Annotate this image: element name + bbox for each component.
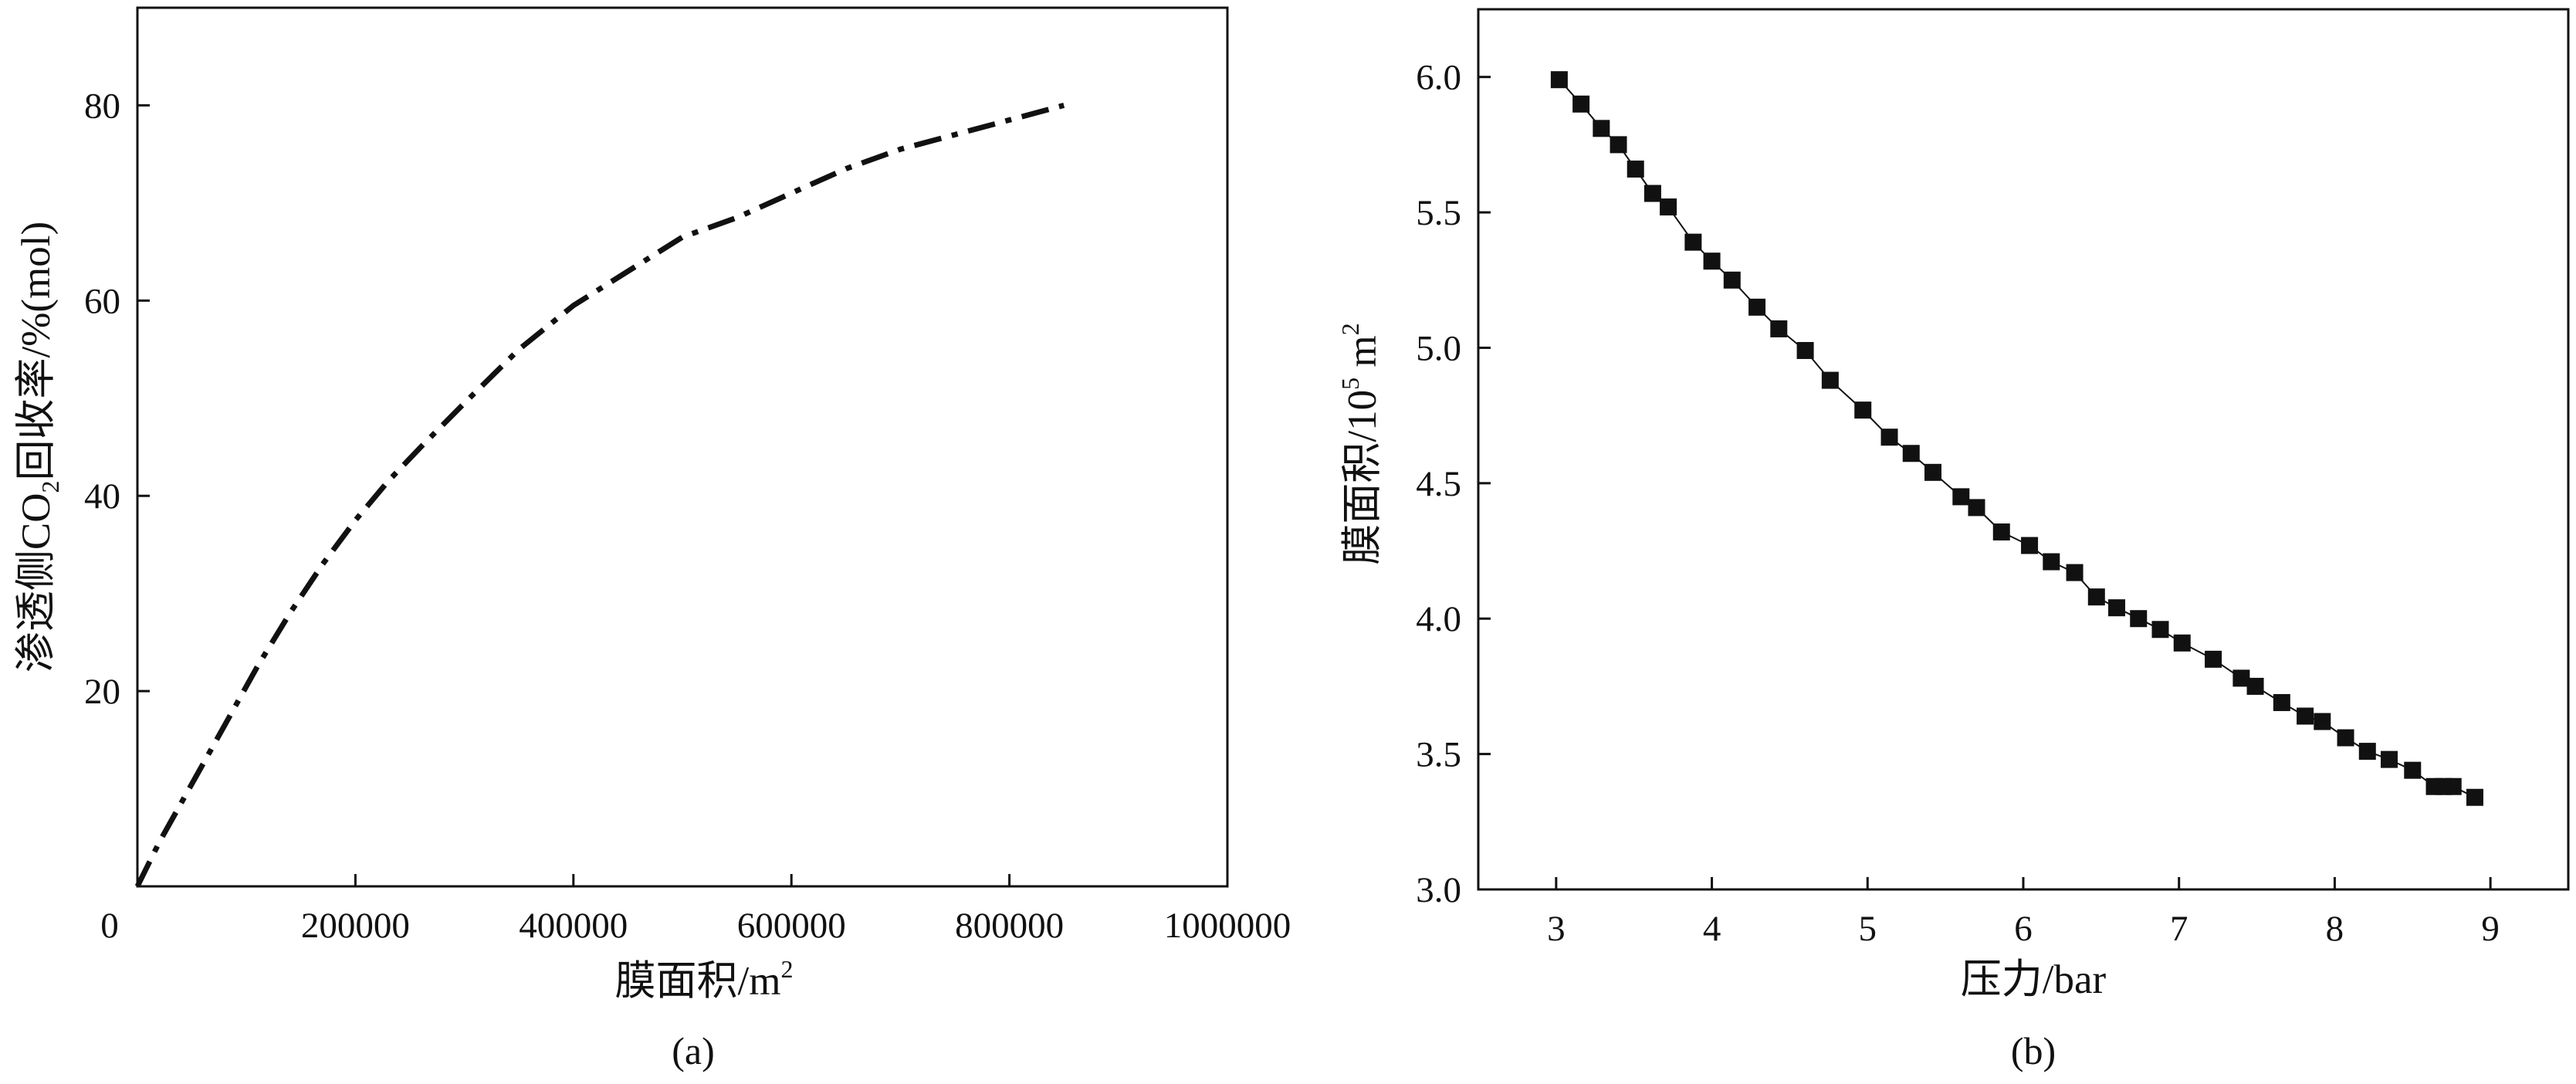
- panel-b-data-point: [2337, 729, 2354, 747]
- panel-b-series-line: [1559, 79, 2476, 798]
- panel-a-x-origin-label: 0: [100, 906, 119, 946]
- panel-b-data-point: [2444, 777, 2462, 795]
- panel-b-xtick-label: 7: [2170, 909, 2188, 949]
- panel-a-ytick-label: 80: [84, 86, 120, 126]
- panel-b-ylabel: 膜面积/105 m2: [1336, 323, 1385, 564]
- panel-b-data-point: [1643, 185, 1661, 202]
- panel-a-label: (a): [672, 1029, 715, 1072]
- panel-a-series-line: [134, 103, 1065, 888]
- panel-b-data-point: [1796, 341, 1814, 359]
- panel-a-ylabel: 渗透侧CO2回收率/%(mol): [14, 222, 64, 672]
- panel-b-ytick-label: 5.0: [1416, 328, 1461, 368]
- panel-b-data-point: [1924, 463, 1942, 481]
- panel-b-ylabel-pre: 膜面积/10: [1340, 390, 1385, 565]
- panel-b-data-point: [2043, 553, 2060, 571]
- panel-b-data-point: [1821, 371, 1839, 389]
- panel-b-data-point: [1627, 160, 1644, 178]
- panel-b-data-point: [2297, 707, 2314, 725]
- panel-b-xtick-label: 3: [1547, 909, 1566, 949]
- panel-a-xtick-label: 1000000: [1164, 906, 1291, 946]
- panel-b-ytick-label: 3.0: [1416, 870, 1461, 910]
- panel-b-data-point: [1684, 233, 1702, 251]
- panel-b-data-point: [2108, 599, 2126, 617]
- panel-b-data-point: [2130, 610, 2148, 628]
- panel-b-data-point: [2358, 743, 2376, 760]
- panel-b-ytick-label: 4.0: [1416, 599, 1461, 639]
- panel-b-data-point: [1723, 271, 1741, 289]
- panel-a-ytick-label: 60: [84, 281, 120, 321]
- panel-b-ticks: 3 4 5 6 7 8 9 3.0 3.5 4.0 4.5 5.0 5.5 6.0: [1416, 58, 2500, 949]
- panel-b-data-point: [2066, 564, 2083, 581]
- panel-b-xtick-label: 6: [2014, 909, 2033, 949]
- panel-b-data-point: [1748, 298, 1766, 316]
- panel-a-xlabel-sup: 2: [780, 955, 793, 983]
- panel-b-xtick-label: 4: [1703, 909, 1721, 949]
- panel-b-ylabel-sup: 5: [1336, 378, 1364, 390]
- panel-b-data-point: [1572, 95, 1590, 113]
- panel-b-plot-frame: [1477, 8, 2570, 891]
- panel-b-ytick-label: 3.5: [1416, 735, 1461, 775]
- panel-a-ylabel-pre: 渗透侧CO: [14, 493, 59, 672]
- panel-a-xlabel-main: 膜面积/m: [615, 959, 781, 1004]
- panel-b-data-point: [1610, 136, 1627, 154]
- panel-b-data-point: [2151, 621, 2169, 639]
- panel-b-data-point: [2404, 761, 2422, 779]
- panel-b-data-point: [1703, 252, 1721, 270]
- panel-b-data-point: [1660, 198, 1677, 216]
- panel-b-data-point: [2173, 634, 2191, 652]
- panel-b-data-point: [2381, 750, 2398, 768]
- panel-a-ticks: 200000 400000 600000 800000 1000000 20 40 60 80: [84, 86, 1291, 946]
- panel-a-xlabel: 膜面积/m2: [615, 955, 794, 1004]
- panel-a-xtick-label: 200000: [301, 906, 410, 946]
- panel-b-data-point: [2205, 650, 2222, 668]
- panel-b-xlabel: 压力/bar: [1961, 957, 2107, 1002]
- panel-b-xtick-label: 8: [2326, 909, 2344, 949]
- panel-b-label: (b): [2011, 1029, 2056, 1072]
- panel-a-plot-frame: [136, 6, 1229, 888]
- panel-b-data-point: [1902, 445, 1920, 462]
- panel-a-ylabel-sub: 2: [36, 480, 64, 493]
- panel-b-series: [1550, 71, 2483, 806]
- panel-b-ytick-label: 5.5: [1416, 193, 1461, 233]
- panel-a-ylabel-post: 回收率/%(mol): [14, 222, 59, 481]
- panel-b-data-point: [1854, 401, 1872, 419]
- panel-b-xtick-label: 5: [1859, 909, 1877, 949]
- panel-a-ytick-label: 20: [84, 672, 120, 712]
- panel-b-ytick-label: 4.5: [1416, 464, 1461, 504]
- panel-b-ylabel-sup2: 2: [1336, 323, 1364, 335]
- panel-b-data-point: [1992, 523, 2010, 540]
- panel-a-xtick-label: 600000: [737, 906, 846, 946]
- panel-b-data-point: [1770, 320, 1788, 337]
- panel-a: 200000 400000 600000 800000 100000020406080 …: [14, 6, 1291, 1072]
- panel-a-ytick-label: 40: [84, 476, 120, 517]
- panel-b-xtick-label: 9: [2481, 909, 2500, 949]
- panel-b-data-point: [1550, 71, 1568, 89]
- panel-b-data-point: [2232, 669, 2250, 687]
- panel-b-ylabel-post: m: [1340, 335, 1385, 377]
- panel-b-ytick-label: 6.0: [1416, 58, 1461, 98]
- panel-b-data-point: [1593, 120, 1610, 137]
- panel-b-data-point: [2087, 588, 2105, 606]
- panel-b-data-point: [2021, 537, 2039, 554]
- panel-b-data-point: [2246, 677, 2264, 695]
- panel-b-data-point: [1880, 429, 1898, 446]
- panel-a-xtick-label: 400000: [519, 906, 628, 946]
- panel-b: 3 4 5 6 7 8 9 3.0 3.5 4.0 4.5 5.0 5.5 6.0 压力/bar 膜面积/…: [1336, 8, 2570, 1072]
- panel-b-data-point: [1968, 499, 1985, 517]
- panel-b-data-point: [2466, 788, 2483, 806]
- panel-b-data-point: [2273, 693, 2290, 711]
- panel-a-xtick-label: 800000: [955, 906, 1064, 946]
- panel-b-data-point: [2314, 713, 2331, 730]
- panel-a-series: [134, 103, 1065, 888]
- panel-b-data-point: [1952, 488, 1970, 506]
